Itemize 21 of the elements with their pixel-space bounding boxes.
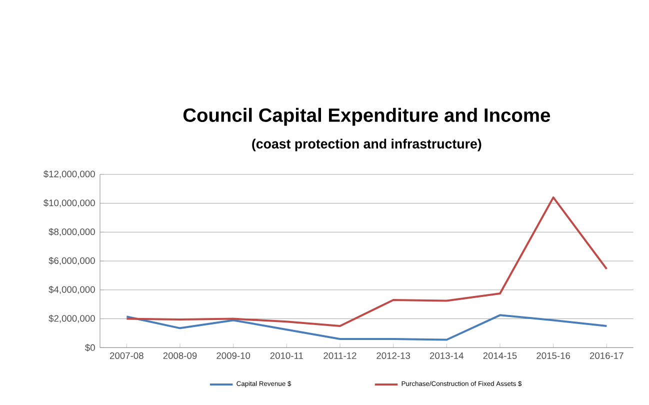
x-tick-label: 2012-13	[376, 352, 410, 359]
x-tick-label: 2016-17	[590, 352, 624, 359]
y-tick-label: $6,000,000	[48, 256, 95, 266]
x-tick-label: 2009-10	[216, 352, 250, 359]
y-tick-label: $12,000,000	[43, 170, 95, 178]
x-tick-label: 2014-15	[483, 352, 517, 359]
x-tick-label: 2008-09	[163, 352, 197, 359]
x-tick-label: 2007-08	[110, 352, 144, 359]
chart-subtitle: (coast protection and infrastructure)	[252, 138, 482, 152]
y-tick-label: $8,000,000	[48, 228, 95, 236]
y-tick-label: $2,000,000	[48, 314, 95, 323]
line-series	[126, 196, 608, 327]
x-tick-label: 2010-11	[270, 352, 303, 359]
x-tick-label: 2011-12	[324, 352, 356, 359]
y-tick-label: $0	[85, 344, 95, 352]
x-tick-label: 2013-14	[430, 352, 464, 359]
line-series	[126, 314, 608, 341]
y-tick-label: $4,000,000	[48, 286, 95, 294]
x-tick-label: 2015-16	[536, 352, 570, 359]
chart-title: Council Capital Expenditure and Income	[183, 108, 550, 126]
y-tick-label: $10,000,000	[43, 199, 95, 208]
